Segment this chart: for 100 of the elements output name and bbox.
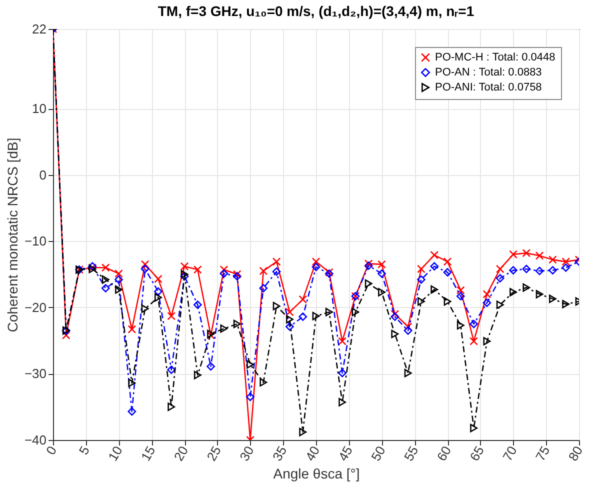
point [312, 262, 320, 272]
point [364, 259, 373, 268]
point [312, 257, 320, 266]
x-tick-label: 35 [269, 444, 290, 464]
point [193, 300, 202, 309]
point [496, 300, 504, 309]
point [101, 284, 110, 292]
point [101, 263, 110, 272]
point [456, 286, 465, 294]
point [562, 263, 570, 272]
point [522, 264, 531, 274]
point [154, 287, 162, 296]
point [102, 275, 110, 284]
point [194, 370, 202, 380]
point [535, 266, 544, 276]
point [404, 326, 412, 335]
y-tick-label: 10 [32, 101, 46, 116]
point [470, 424, 478, 432]
point [417, 264, 426, 274]
point [272, 267, 281, 276]
x-tick-label: 65 [466, 444, 487, 464]
point [417, 275, 426, 284]
point [260, 378, 268, 387]
point [259, 266, 268, 276]
point [115, 285, 122, 294]
x-tick-label: 20 [170, 444, 192, 464]
x-tick-label: 75 [532, 444, 553, 464]
x-axis-title: Angle θsca [°] [273, 466, 360, 482]
point [141, 304, 149, 313]
point [114, 275, 123, 284]
point [298, 312, 308, 321]
point [470, 320, 478, 328]
point [548, 266, 557, 274]
point [364, 279, 372, 288]
point [193, 265, 202, 274]
point [338, 337, 346, 346]
legend-label: PO-ANI: Total: 0.0758 [435, 82, 542, 94]
legend-label: PO-MC-H : Total: 0.0448 [435, 52, 556, 64]
point [154, 274, 162, 284]
point [536, 290, 544, 298]
point [430, 285, 438, 294]
point [482, 298, 492, 307]
point [378, 288, 386, 296]
x-tick-label: 55 [400, 444, 422, 464]
point [378, 260, 386, 269]
point [154, 293, 162, 302]
point [510, 288, 517, 296]
point [232, 270, 242, 278]
y-tick-label: 0 [39, 167, 46, 182]
point [338, 398, 346, 406]
point [496, 274, 504, 282]
point [220, 265, 228, 274]
point [378, 269, 386, 278]
point [417, 297, 425, 306]
point [128, 325, 136, 334]
point [167, 312, 176, 320]
x-tick-label: 50 [368, 444, 388, 464]
point [286, 308, 294, 316]
point [114, 269, 123, 278]
point [404, 368, 412, 378]
point [246, 360, 254, 369]
point [444, 297, 452, 306]
x-tick-label: 5 [76, 444, 92, 458]
point [286, 315, 294, 324]
x-tick-label: 30 [236, 444, 257, 464]
point [352, 308, 360, 316]
point [338, 368, 346, 378]
x-tick-label: 80 [565, 444, 586, 464]
point [562, 257, 570, 266]
point [312, 312, 320, 320]
point [298, 295, 308, 304]
y-axis-title: Coherent monotatic NRCS [dB] [4, 138, 20, 332]
point [128, 378, 136, 388]
y-tick-label: 22 [32, 22, 46, 36]
point [483, 337, 491, 346]
point [390, 312, 400, 321]
point [443, 268, 452, 276]
point [325, 308, 333, 316]
chart-title: TM, f=3 GHz, u₁₀=0 m/s, (d₁,d₂,h)=(3,4,4) m, nᵣ=1 [158, 3, 474, 19]
point [220, 269, 228, 278]
point [272, 302, 280, 310]
point [286, 322, 294, 331]
point [430, 250, 439, 260]
point [180, 262, 189, 271]
point [456, 292, 465, 300]
point [259, 284, 268, 292]
point [456, 321, 464, 330]
point [509, 250, 518, 259]
x-tick-label: 10 [105, 444, 126, 464]
point [62, 331, 70, 340]
point [246, 392, 254, 402]
point [509, 266, 518, 274]
x-tick-label: 60 [434, 444, 454, 464]
x-tick-label: 70 [500, 444, 520, 464]
point [562, 300, 570, 308]
point [272, 257, 281, 266]
x-tick-label: 25 [204, 444, 224, 464]
point [140, 264, 150, 274]
point [220, 324, 228, 333]
point [522, 248, 531, 258]
